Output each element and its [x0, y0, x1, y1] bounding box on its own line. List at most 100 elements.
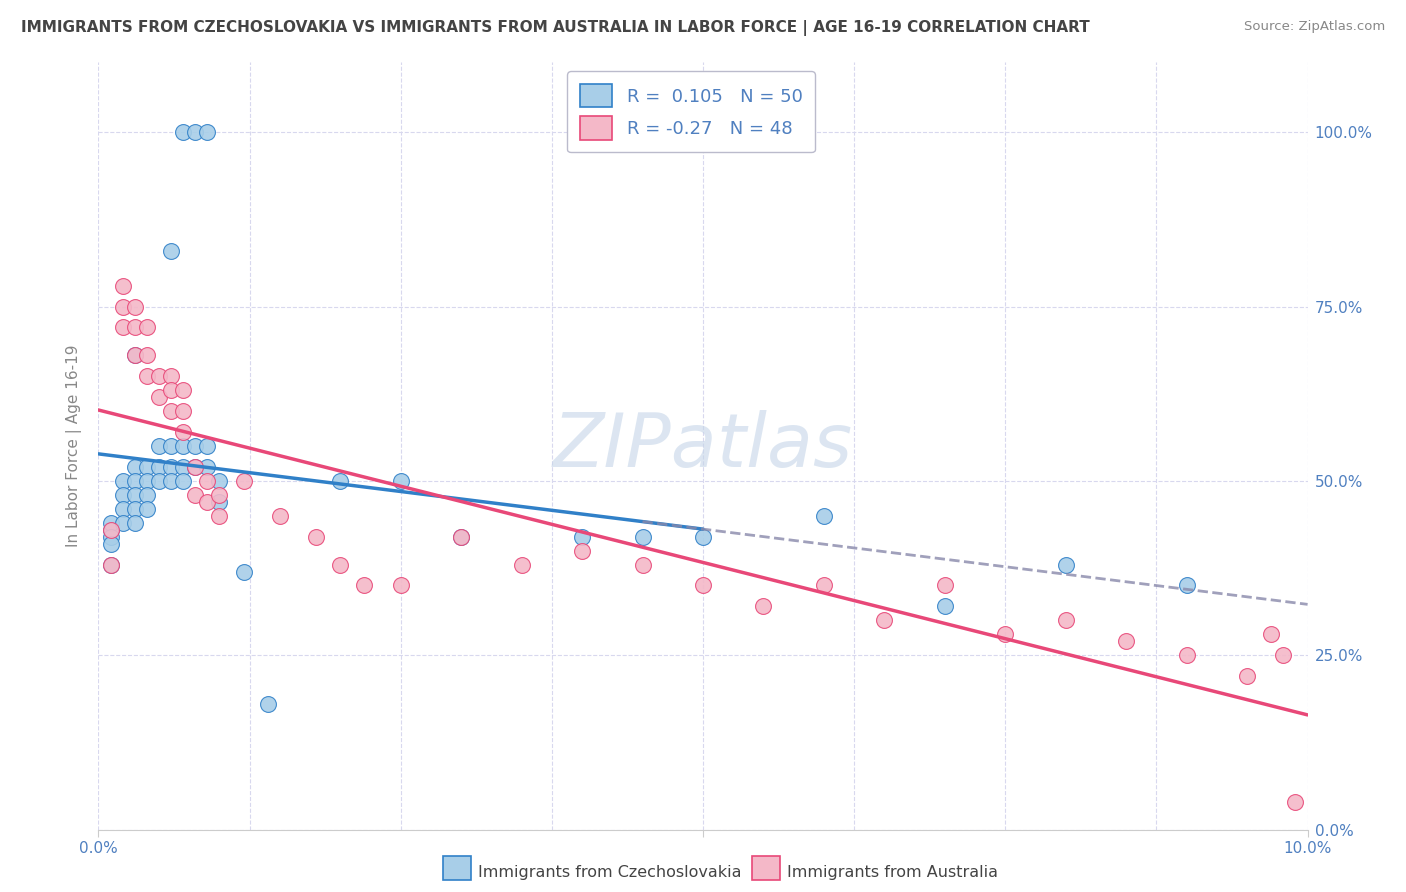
- Point: [124, 348, 146, 362]
- Point: [135, 348, 157, 362]
- Point: [256, 697, 278, 711]
- Point: [148, 474, 170, 488]
- Point: [172, 125, 194, 139]
- Text: Immigrants from Czechoslovakia: Immigrants from Czechoslovakia: [478, 865, 741, 880]
- Point: [100, 536, 122, 550]
- Point: [184, 439, 207, 453]
- Point: [195, 459, 218, 474]
- Point: [135, 320, 157, 334]
- Point: [631, 558, 654, 572]
- Point: [631, 530, 654, 544]
- Point: [1284, 795, 1306, 809]
- Point: [208, 508, 231, 523]
- Point: [994, 627, 1017, 641]
- Point: [195, 125, 218, 139]
- Point: [111, 474, 134, 488]
- Point: [160, 404, 183, 418]
- Point: [160, 474, 183, 488]
- Point: [269, 508, 291, 523]
- Point: [184, 459, 207, 474]
- Point: [124, 474, 146, 488]
- Point: [1236, 669, 1258, 683]
- Point: [232, 565, 254, 579]
- Point: [184, 459, 207, 474]
- Point: [1054, 558, 1077, 572]
- Point: [389, 474, 412, 488]
- Point: [100, 523, 122, 537]
- Point: [172, 404, 194, 418]
- Point: [124, 459, 146, 474]
- Point: [450, 530, 472, 544]
- Point: [353, 578, 375, 592]
- Point: [329, 474, 352, 488]
- Point: [172, 474, 194, 488]
- Point: [1054, 613, 1077, 627]
- Point: [135, 369, 157, 384]
- Point: [184, 488, 207, 502]
- Point: [172, 459, 194, 474]
- Point: [934, 578, 956, 592]
- Point: [160, 383, 183, 397]
- Text: ZIPatlas: ZIPatlas: [553, 410, 853, 482]
- Legend: R =  0.105   N = 50, R = -0.27   N = 48: R = 0.105 N = 50, R = -0.27 N = 48: [567, 71, 815, 153]
- Point: [111, 278, 134, 293]
- Point: [450, 530, 472, 544]
- Text: IMMIGRANTS FROM CZECHOSLOVAKIA VS IMMIGRANTS FROM AUSTRALIA IN LABOR FORCE | AGE: IMMIGRANTS FROM CZECHOSLOVAKIA VS IMMIGR…: [21, 20, 1090, 36]
- Point: [934, 599, 956, 614]
- Point: [100, 558, 122, 572]
- Point: [148, 369, 170, 384]
- Point: [160, 369, 183, 384]
- Point: [195, 474, 218, 488]
- Point: [571, 543, 593, 558]
- Point: [160, 439, 183, 453]
- Point: [135, 488, 157, 502]
- Point: [124, 320, 146, 334]
- Point: [510, 558, 533, 572]
- Point: [1272, 648, 1295, 663]
- Point: [1175, 648, 1198, 663]
- Point: [172, 439, 194, 453]
- Point: [692, 578, 714, 592]
- Point: [389, 578, 412, 592]
- Point: [124, 300, 146, 314]
- Point: [172, 425, 194, 439]
- Point: [100, 516, 122, 530]
- Point: [111, 501, 134, 516]
- Point: [111, 320, 134, 334]
- Point: [100, 523, 122, 537]
- Point: [184, 125, 207, 139]
- Point: [1115, 634, 1137, 648]
- Point: [100, 530, 122, 544]
- Point: [100, 558, 122, 572]
- Point: [111, 488, 134, 502]
- Point: [148, 390, 170, 404]
- Point: [135, 501, 157, 516]
- Point: [124, 516, 146, 530]
- Y-axis label: In Labor Force | Age 16-19: In Labor Force | Age 16-19: [66, 344, 83, 548]
- Point: [208, 474, 231, 488]
- Point: [111, 300, 134, 314]
- Point: [1175, 578, 1198, 592]
- Point: [232, 474, 254, 488]
- Point: [111, 516, 134, 530]
- Point: [195, 439, 218, 453]
- Point: [160, 244, 183, 258]
- Point: [124, 488, 146, 502]
- Point: [208, 488, 231, 502]
- Point: [124, 501, 146, 516]
- Point: [692, 530, 714, 544]
- Point: [208, 495, 231, 509]
- Point: [135, 459, 157, 474]
- Point: [329, 558, 352, 572]
- Point: [148, 439, 170, 453]
- Point: [813, 508, 835, 523]
- Point: [571, 530, 593, 544]
- Point: [160, 459, 183, 474]
- Text: Source: ZipAtlas.com: Source: ZipAtlas.com: [1244, 20, 1385, 33]
- Point: [752, 599, 775, 614]
- Point: [124, 348, 146, 362]
- Text: Immigrants from Australia: Immigrants from Australia: [787, 865, 998, 880]
- Point: [172, 383, 194, 397]
- Point: [135, 474, 157, 488]
- Point: [195, 495, 218, 509]
